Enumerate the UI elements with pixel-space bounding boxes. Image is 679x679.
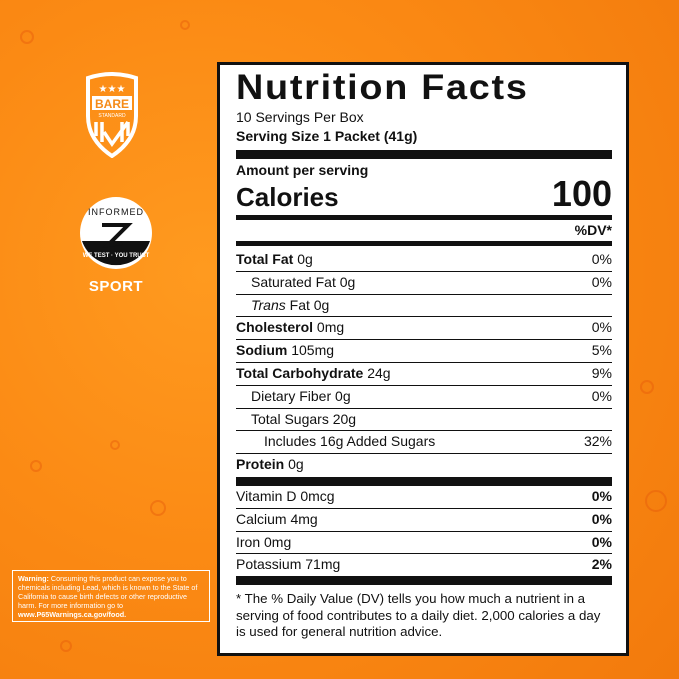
nutrient-name: Includes 16g Added Sugars [264, 431, 435, 453]
calories-value: 100 [551, 173, 612, 214]
vitamin-row: Vitamin D 0mcg 0% [236, 486, 612, 508]
bare-standard-logo: ★★★ BARE STANDARD [86, 72, 138, 158]
divider [236, 476, 612, 486]
nutrient-label: Includes 16g Added Sugars [264, 433, 436, 450]
serving-size: Serving Size 1 Packet (41g) [236, 128, 418, 144]
nutrient-dv: 5% [591, 342, 612, 359]
calories-row: Calories 100 [236, 173, 612, 214]
nutrient-row: Sodium 105mg 5% [236, 339, 612, 362]
vitamin-name: Calcium 4mg [236, 510, 318, 527]
vitamin-name: Potassium 71mg [236, 556, 341, 573]
nutrient-name: Sodium 105mg [236, 340, 334, 362]
nutrient-amount: 0g [335, 387, 351, 404]
divider [236, 241, 612, 246]
warning-link[interactable]: www.P65Warnings.ca.gov/food. [18, 610, 127, 619]
vitamin-dv: 2% [591, 556, 612, 573]
nutrient-row: Total Sugars 20g [236, 407, 612, 431]
nutrient-row: Protein 0g [236, 453, 612, 476]
nutrient-name: Total Carbohydrate 24g [236, 363, 391, 385]
servings: 10 Servings Per Box [236, 109, 364, 125]
svg-text:STANDARD: STANDARD [98, 113, 126, 119]
vitamin-dv: 0% [591, 510, 612, 527]
vitamin-name: Vitamin D 0mcg [236, 487, 335, 504]
nutrient-label: Dietary Fiber [251, 387, 332, 404]
sport-text: SPORT [88, 278, 144, 295]
footnote: * The % Daily Value (DV) tells you how m… [236, 591, 601, 640]
nutrient-dv: 0% [591, 387, 612, 404]
nutrient-name: Total Sugars 20g [251, 409, 356, 431]
vitamin-dv: 0% [591, 487, 612, 504]
svg-text:★★★: ★★★ [99, 84, 126, 95]
divider [236, 215, 612, 220]
nutrient-label: Total Sugars [251, 410, 329, 427]
nutrient-label: Trans [251, 296, 286, 313]
informed-sport-logo: INFORMED WE TEST · YOU TRUST [80, 197, 152, 269]
nutrient-amount: 20g [332, 410, 357, 427]
divider [236, 150, 612, 159]
label-title: Nutrition Facts [236, 68, 529, 107]
nutrient-label: Saturated Fat [251, 273, 336, 290]
vitamin-dv: 0% [591, 533, 612, 550]
nutrient-dv: 0% [591, 273, 612, 290]
svg-text:INFORMED: INFORMED [88, 207, 144, 217]
nutrient-name: Saturated Fat 0g [251, 272, 355, 294]
nutrient-name: Cholesterol 0mg [236, 317, 344, 339]
vitamin-name: Iron 0mg [236, 533, 292, 550]
amount-per-serving: Amount per serving [236, 162, 369, 178]
nutrient-label: Protein [236, 456, 285, 473]
nutrient-row: Total Carbohydrate 24g 9% [236, 361, 612, 385]
nutrient-row: Cholesterol 0mg 0% [236, 316, 612, 339]
nutrient-name: Total Fat 0g [236, 249, 313, 271]
nutrient-amount: Fat 0g [289, 296, 330, 313]
nutrient-name: Protein 0g [236, 454, 304, 476]
warning-text: Consuming this product can expose you to… [18, 574, 198, 610]
nutrient-dv: 9% [591, 364, 612, 381]
vitamin-row: Calcium 4mg 0% [236, 507, 612, 531]
vitamin-row: Potassium 71mg 2% [236, 553, 612, 576]
nutrient-row: Total Fat 0g 0% [236, 249, 612, 271]
nutrient-amount: 0g [288, 456, 304, 473]
warning-label: Warning: [18, 574, 49, 583]
nutrient-label: Total Fat [236, 251, 294, 267]
nutrient-label: Cholesterol [236, 319, 314, 336]
svg-text:BARE: BARE [95, 97, 129, 111]
nutrient-name: Trans Fat 0g [251, 295, 329, 317]
dv-header: %DV* [574, 222, 612, 238]
nutrient-row: Includes 16g Added Sugars 32% [236, 430, 612, 453]
svg-text:WE TEST · YOU TRUST: WE TEST · YOU TRUST [83, 253, 150, 259]
nutrient-dv: 32% [583, 433, 612, 450]
nutrient-amount: 105mg [291, 342, 335, 359]
nutrition-facts-label: Nutrition Facts 10 Servings Per Box Serv… [217, 62, 629, 656]
nutrient-dv: 0% [591, 319, 612, 336]
vitamin-row: Iron 0mg 0% [236, 530, 612, 554]
nutrient-amount: 0mg [316, 319, 345, 336]
nutrient-dv: 0% [591, 251, 612, 267]
nutrient-amount: 0g [339, 273, 356, 290]
nutrient-label: Sodium [236, 342, 288, 359]
nutrient-row: Saturated Fat 0g 0% [236, 270, 612, 294]
divider [236, 576, 612, 586]
nutrient-row: Dietary Fiber 0g 0% [236, 384, 612, 408]
nutrient-amount: 24g [367, 364, 391, 381]
calories-label: Calories [236, 182, 339, 212]
prop65-warning: Warning: Consuming this product can expo… [12, 570, 210, 622]
nutrient-amount: 0g [297, 251, 313, 267]
nutrient-label: Total Carbohydrate [236, 364, 364, 381]
nutrient-name: Dietary Fiber 0g [251, 386, 351, 408]
nutrient-row: Trans Fat 0g [236, 293, 612, 317]
